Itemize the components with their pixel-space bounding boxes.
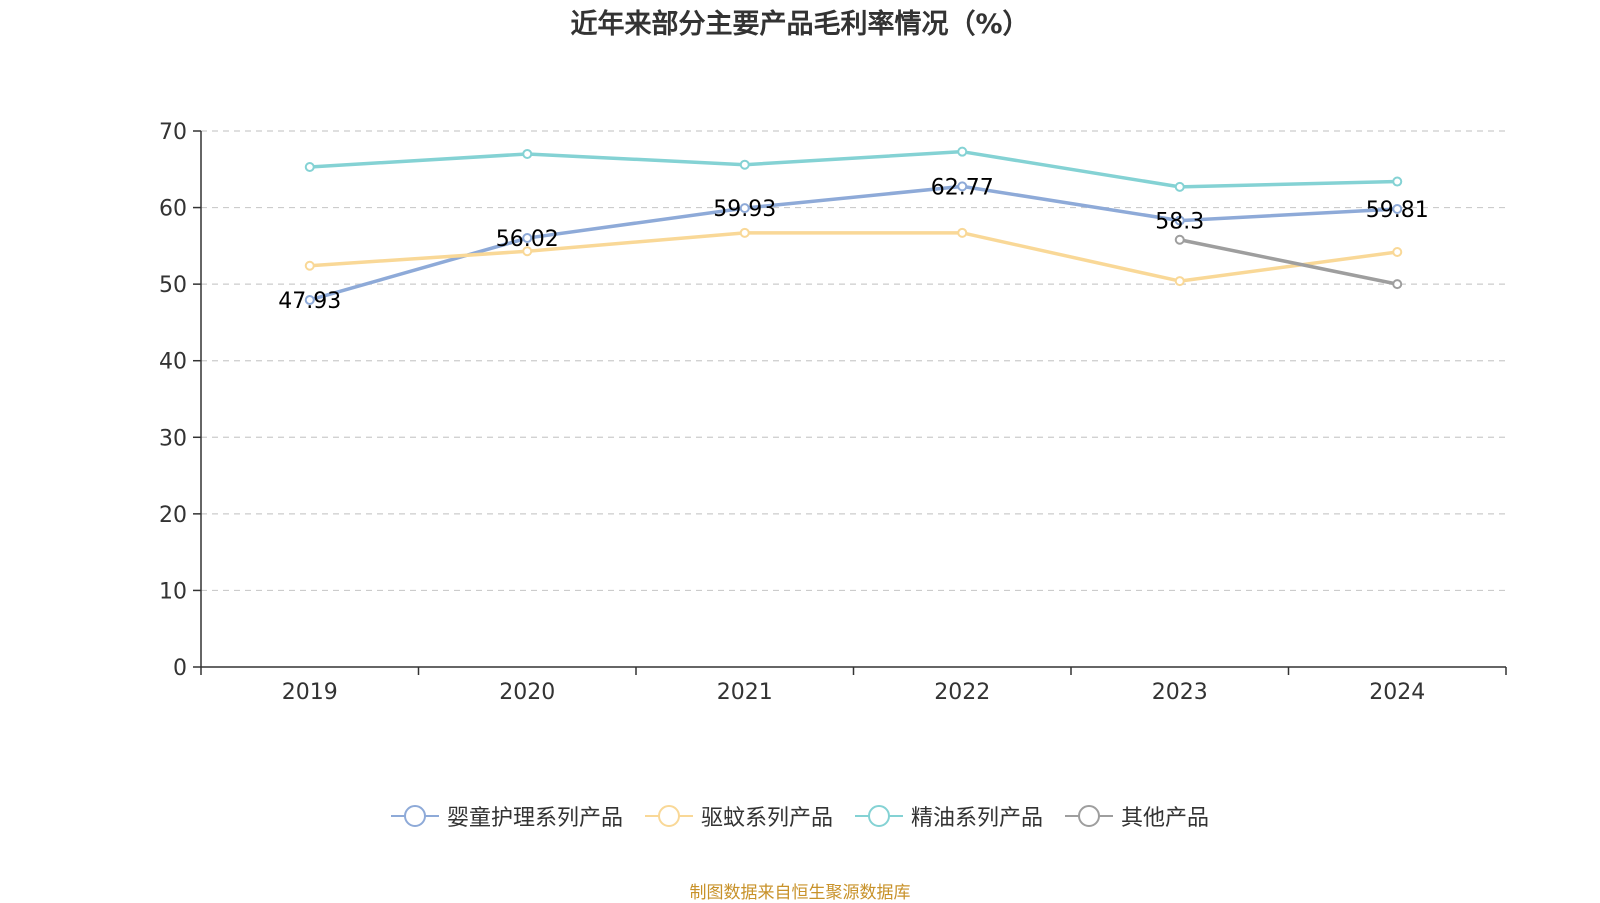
data-point	[957, 146, 968, 157]
x-tick-label: 2023	[1152, 680, 1208, 705]
legend-item[interactable]: 婴童护理系列产品	[390, 800, 623, 832]
x-tick-label: 2024	[1369, 680, 1425, 705]
legend-label: 其他产品	[1121, 806, 1210, 831]
data-point	[739, 227, 750, 238]
y-tick-label: 0	[173, 656, 187, 681]
legend-item[interactable]: 驱蚊系列产品	[644, 800, 833, 832]
legend-swatch	[644, 805, 693, 827]
data-point	[304, 294, 315, 305]
data-point	[522, 148, 533, 159]
series-line	[309, 184, 1398, 302]
axes: 0 10 20 30 40 50 60 70 2019 2020 2021 2022 2023 2024	[159, 120, 1507, 705]
x-tick-label: 2022	[934, 680, 990, 705]
data-point	[957, 227, 968, 238]
legend-label: 精油系列产品	[911, 806, 1044, 831]
data-label: 59.93	[713, 197, 776, 222]
data-label: 62.77	[931, 175, 994, 200]
legend-swatch	[1065, 805, 1114, 827]
legend-item[interactable]: 精油系列产品	[855, 800, 1043, 832]
x-tick-label: 2019	[282, 680, 338, 705]
data-labels: 47.93 56.02 59.93 62.77 58.3 59.81	[278, 175, 1428, 314]
data-point	[1174, 181, 1185, 192]
data-point	[522, 246, 533, 257]
legend-label: 婴童护理系列产品	[446, 806, 623, 831]
data-label: 56.02	[496, 227, 559, 252]
data-point	[1174, 215, 1185, 226]
y-tick-label: 60	[159, 197, 187, 222]
y-tick-label: 50	[159, 273, 187, 298]
data-point	[1174, 234, 1185, 245]
series-line	[1179, 238, 1398, 286]
data-label: 59.81	[1366, 198, 1429, 223]
data-point	[522, 233, 533, 244]
y-tick-label: 40	[159, 350, 187, 375]
series-lines	[304, 146, 1403, 305]
data-point	[1392, 246, 1403, 257]
x-tick-label: 2020	[499, 680, 555, 705]
data-point	[304, 161, 315, 172]
data-point	[304, 260, 315, 271]
series-line	[309, 149, 1398, 189]
legend-item[interactable]: 其他产品	[1065, 800, 1209, 832]
y-tick-label: 10	[159, 579, 187, 604]
data-point	[1392, 279, 1403, 290]
source-note: 制图数据来自恒生聚源数据库	[689, 883, 911, 903]
data-point	[1392, 204, 1403, 215]
data-point	[957, 181, 968, 192]
data-point	[1174, 276, 1185, 287]
legend: 婴童护理系列产品 驱蚊系列产品 精油系列产品 其他产品	[0, 800, 1600, 832]
legend-label: 驱蚊系列产品	[700, 806, 833, 831]
grid-lines	[201, 130, 1506, 592]
data-label: 47.93	[278, 289, 341, 314]
data-label: 58.3	[1155, 210, 1204, 235]
legend-swatch	[390, 805, 439, 827]
y-tick-label: 20	[159, 503, 187, 528]
series-line	[309, 231, 1398, 283]
chart-title: 近年来部分主要产品毛利率情况（%）	[570, 9, 1030, 40]
x-tick-label: 2021	[717, 680, 773, 705]
legend-swatch	[855, 805, 903, 827]
data-point	[739, 203, 750, 214]
y-tick-label: 70	[159, 120, 187, 145]
data-point	[739, 159, 750, 170]
data-point	[1392, 176, 1403, 187]
y-tick-label: 30	[159, 426, 187, 451]
